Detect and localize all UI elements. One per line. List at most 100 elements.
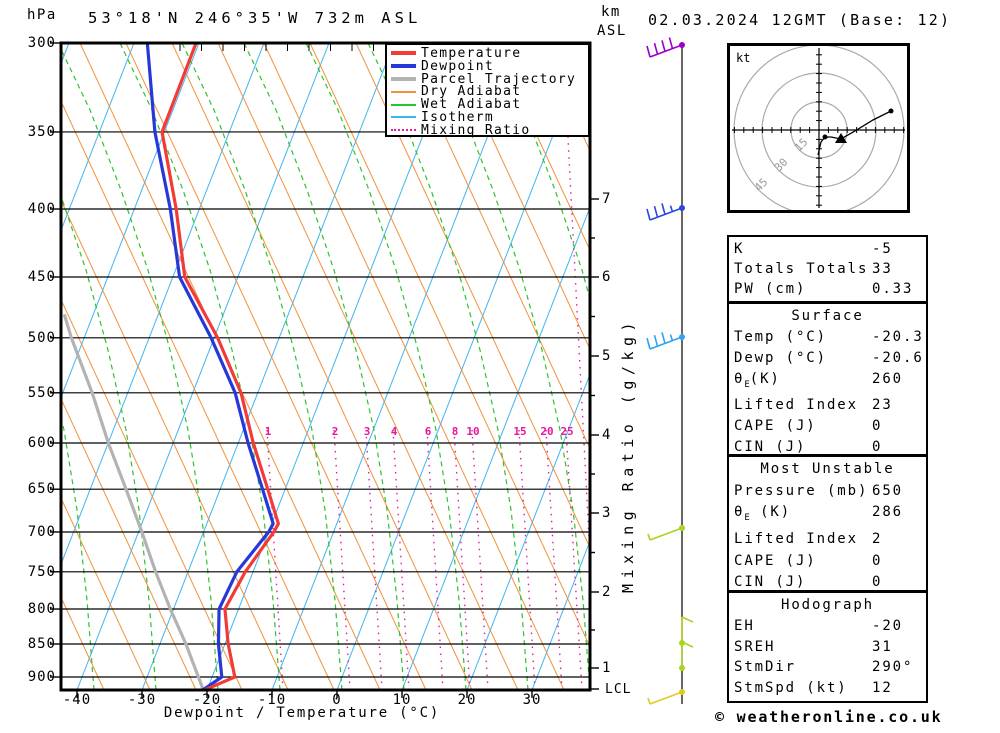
- stat-label: PW (cm): [734, 281, 807, 297]
- temperature-axis-label: -40: [62, 692, 92, 708]
- temperature-axis-title: Dewpoint / Temperature (°C): [163, 705, 441, 721]
- altitude-unit-km-label: km: [601, 4, 621, 20]
- stats-section-title: Most Unstable: [760, 461, 895, 477]
- hodograph-trace: [817, 110, 892, 156]
- stat-label: StmSpd (kt): [734, 680, 848, 697]
- stat-row: θE (K) 286: [734, 502, 921, 529]
- plot-background: [61, 43, 590, 690]
- temperature-axis-label: -30: [127, 692, 157, 708]
- mixing-ratio-value-label: 6: [424, 425, 432, 438]
- stat-label: Dewp (°C): [734, 349, 827, 366]
- stat-label: θE(K): [734, 370, 781, 390]
- stat-value: 260: [872, 370, 903, 387]
- wind-barb: [646, 37, 685, 58]
- stat-row: Totals Totals 33: [734, 259, 921, 279]
- stat-value: -20.3: [872, 328, 924, 345]
- mixing-ratio-value-label: 15: [513, 425, 527, 438]
- stats-section-title: Hodograph: [781, 597, 874, 613]
- stat-value: 286: [872, 504, 903, 520]
- stat-label: Pressure (mb): [734, 482, 869, 499]
- stat-label: SREH: [734, 638, 776, 655]
- stat-row: CAPE (J) 0: [734, 416, 921, 437]
- legend: Temperature Dewpoint Parcel Trajectory Dry …: [385, 43, 590, 137]
- mixing-ratio-value-label: 3: [363, 425, 371, 438]
- mixing-ratio-value-label: 25: [560, 425, 574, 438]
- mixing-ratio-axis-title: Mixing Ratio (g/kg): [619, 316, 637, 594]
- legend-item: Wet Adiabat: [391, 98, 588, 111]
- pressure-axis-label: 850: [27, 636, 56, 653]
- stat-value: 23: [872, 397, 893, 414]
- stat-row: Lifted Index 2: [734, 529, 921, 551]
- pressure-axis-label: 500: [27, 329, 56, 346]
- isotherm-lines: [61, 43, 590, 690]
- stat-value: 0: [872, 418, 883, 435]
- stat-label: Totals Totals: [734, 261, 869, 277]
- credit-link[interactable]: © weatheronline.co.uk: [715, 708, 943, 726]
- km-axis-label: 4: [602, 427, 611, 443]
- stats-section-title: Surface: [791, 308, 864, 324]
- mixing-ratio-value-label: 1: [264, 425, 272, 438]
- pressure-unit-label: hPa: [27, 7, 57, 23]
- stat-value: 2: [872, 531, 883, 548]
- pressure-axis-label: 550: [27, 384, 56, 401]
- stats-section: Surface Temp (°C) -20.3 Dewp (°C) -20.6 θE(K)…: [727, 302, 928, 456]
- stat-row: SREH 31: [734, 637, 921, 658]
- pressure-axis-label: 300: [27, 35, 56, 51]
- legend-item-label: Temperature: [421, 45, 522, 61]
- stat-label: CIN (J): [734, 574, 807, 591]
- stat-value: 290°: [872, 659, 914, 676]
- legend-item: Dry Adiabat: [391, 85, 588, 98]
- lcl-label: LCL: [605, 682, 632, 697]
- pressure-axis-label: 400: [27, 201, 56, 218]
- dry-adiabat-lines: [61, 43, 590, 690]
- wind-barb: [647, 525, 685, 541]
- stat-label: Lifted Index: [734, 397, 858, 414]
- hodograph-ring-label: 30: [772, 156, 791, 175]
- km-axis-label: 3: [602, 505, 611, 521]
- run-datetime-label: 02.03.2024 12GMT (Base: 12): [648, 11, 952, 29]
- stat-row: CIN (J) 0: [734, 572, 921, 594]
- dewpoint-curve: [145, 43, 275, 690]
- temperature-curve: [160, 43, 280, 690]
- parcel-trajectory-curve: [62, 313, 205, 690]
- altitude-unit-asl-label: ASL: [597, 23, 627, 39]
- stat-row: K -5: [734, 239, 921, 259]
- legend-sample-thick: [391, 76, 416, 81]
- wind-barb: [646, 203, 685, 221]
- theta-e-subscript: E: [744, 379, 750, 390]
- hodograph-panel: 15 30 45 kt: [727, 43, 910, 216]
- stats-section: Most Unstable Pressure (mb) 650 θE (K) 286 Li…: [727, 455, 928, 592]
- legend-item-label: Dry Adiabat: [421, 84, 522, 100]
- pressure-axis-label: 800: [27, 601, 56, 618]
- legend-sample-thin: [391, 90, 416, 93]
- pressure-gridlines: [61, 43, 590, 678]
- stat-row: StmSpd (kt) 12: [734, 678, 921, 699]
- stat-value: -5: [872, 241, 893, 257]
- temperature-axis-label: 20: [457, 692, 477, 708]
- legend-sample-thin: [391, 116, 416, 119]
- temperature-axis-label: -20: [192, 692, 222, 708]
- stat-row: CIN (J) 0: [734, 437, 921, 458]
- stat-row: Lifted Index 23: [734, 395, 921, 416]
- hodograph-ring-label: 45: [752, 176, 771, 195]
- stat-row: EH -20: [734, 616, 921, 637]
- mixing-ratio-value-label: 4: [390, 425, 398, 438]
- stat-row: θE(K) 260: [734, 369, 921, 396]
- stat-value: 33: [872, 261, 893, 277]
- wind-barb: [679, 616, 694, 646]
- stat-row: StmDir 290°: [734, 657, 921, 678]
- hodograph-ring-label: 15: [792, 136, 811, 155]
- stat-value: 31: [872, 638, 893, 655]
- km-axis-label: 2: [602, 584, 611, 600]
- stat-value: 650: [872, 482, 903, 499]
- theta-e-subscript: E: [744, 512, 750, 523]
- pressure-axis-label: 450: [27, 268, 56, 285]
- stat-label: EH: [734, 617, 755, 634]
- temperature-axis-label: 30: [522, 692, 542, 708]
- legend-item: Isotherm: [391, 111, 588, 124]
- mixing-ratio-value-label: 10: [466, 425, 480, 438]
- mixing-ratio-value-label: 2: [331, 425, 339, 438]
- stat-value: 12: [872, 680, 893, 697]
